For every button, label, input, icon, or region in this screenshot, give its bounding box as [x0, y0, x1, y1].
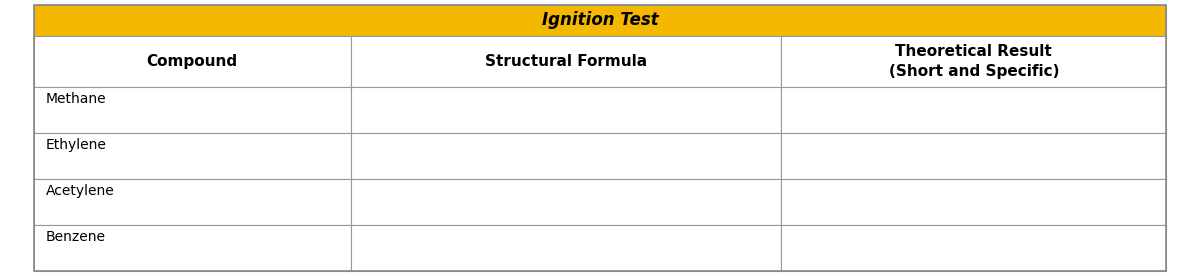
Text: Methane: Methane — [46, 92, 107, 106]
Bar — [350, 87, 781, 133]
Text: Compound: Compound — [146, 54, 238, 69]
Bar — [34, 179, 350, 225]
Bar — [350, 36, 781, 87]
Text: Structural Formula: Structural Formula — [485, 54, 647, 69]
Text: Acetylene: Acetylene — [46, 184, 114, 198]
Bar — [34, 225, 350, 271]
Bar — [781, 179, 1166, 225]
Bar — [781, 133, 1166, 179]
Text: Benzene: Benzene — [46, 230, 106, 244]
Bar — [34, 36, 350, 87]
Bar — [350, 225, 781, 271]
Bar — [34, 5, 1166, 36]
Bar — [781, 225, 1166, 271]
Text: Theoretical Result
(Short and Specific): Theoretical Result (Short and Specific) — [888, 44, 1060, 79]
Text: Ethylene: Ethylene — [46, 138, 107, 152]
Bar — [781, 36, 1166, 87]
Bar — [350, 133, 781, 179]
Text: Ignition Test: Ignition Test — [541, 11, 659, 29]
Bar — [34, 87, 350, 133]
Bar — [781, 87, 1166, 133]
Bar — [34, 133, 350, 179]
Bar — [350, 179, 781, 225]
